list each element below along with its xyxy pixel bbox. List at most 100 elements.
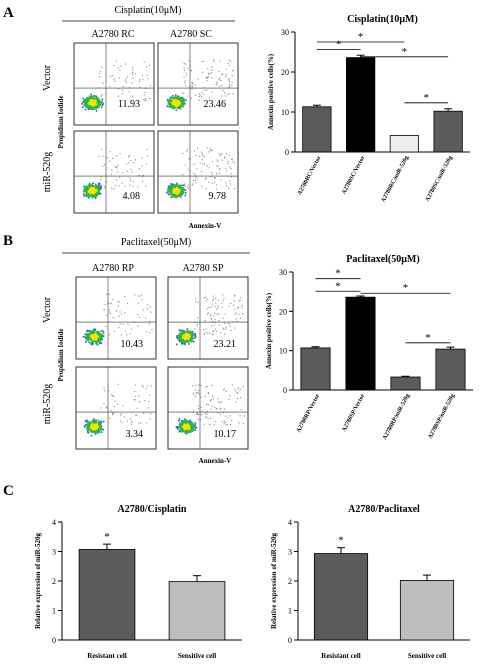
x-tick-label: Resistant cell [321, 652, 361, 660]
significance-star: * [424, 92, 430, 104]
bar [302, 106, 332, 153]
x-tick-label: Sensitive cell [178, 652, 216, 660]
y-tick-label: 2 [288, 577, 292, 586]
bar-chart-cisplatin-expression: A2780/Cisplatin 0 1 2 3 4 Relative expression … [34, 504, 242, 660]
x-tick-label: A2780SC/miR-520g [425, 155, 454, 203]
condition-label-a: Cisplatin(10μM) [114, 5, 181, 16]
significance-star: * [403, 282, 409, 294]
panel-label-c: C [3, 483, 14, 499]
facs-plot-a-sc-mir [157, 130, 239, 214]
facs-plot-b-sp-mir [167, 366, 249, 450]
facs-events [165, 147, 236, 199]
panel-label-a: A [3, 5, 14, 21]
x-tick-label: A2780SC/Vector [341, 155, 366, 196]
significance-star: * [402, 46, 408, 58]
bar [390, 376, 421, 391]
col-label-a-2: A2780 SC [170, 29, 212, 40]
chart-title: A2780/Paclitaxel [348, 504, 420, 515]
facs-plot-a-sc-vector [157, 42, 239, 126]
facs-events [83, 383, 152, 437]
facs-events [81, 60, 151, 112]
row-label-b-mir: miR-520g [42, 384, 53, 425]
quadrant-value: 10.17 [214, 429, 237, 440]
y-tick-label: 10 [281, 108, 289, 117]
y-tick-label: 0 [283, 386, 287, 395]
x-tick-label: A2780SP/Vector [341, 393, 366, 433]
y-tick-label: 20 [281, 68, 289, 77]
facs-frame [75, 366, 157, 450]
facs-frame [167, 276, 249, 360]
y-tick-label: 3 [288, 548, 292, 557]
facs-events [166, 59, 234, 112]
x-tick-label: Sensitive cell [408, 652, 446, 660]
significance-star: * [425, 332, 431, 344]
chart-title: A2780/Cisplatin [118, 504, 187, 515]
quadrant-value: 10.43 [121, 339, 144, 350]
y-axis-label-a: Propidium Iodide [57, 96, 65, 149]
facs-events [82, 293, 153, 346]
panel-b: B Paclitaxel(50μM) A2780 RP A2780 SP Vec… [3, 233, 250, 465]
y-tick-label: 20 [279, 307, 287, 316]
y-tick-label: 4 [52, 518, 56, 527]
col-label-a-1: A2780 RC [91, 29, 134, 40]
y-axis-label-b: Propidium Iodide [57, 329, 65, 382]
facs-events [175, 384, 245, 435]
bar [399, 580, 455, 641]
facs-frame [73, 130, 155, 214]
significance-star: * [335, 268, 341, 280]
bar [346, 57, 376, 153]
bar [78, 549, 136, 641]
bar-chart-paclitaxel-expression: A2780/Paclitaxel 0 1 2 3 4 Relative expression… [270, 504, 470, 660]
facs-frame [157, 130, 239, 214]
panel-label-b: B [3, 233, 13, 249]
bar [435, 348, 466, 391]
y-axis-label: Annexin positive cells(%) [267, 53, 275, 130]
quadrant-value: 23.46 [204, 99, 227, 110]
significance-star: * [358, 31, 364, 43]
chart-title: Cisplatin(10μM) [347, 14, 418, 25]
panel-a: A Cisplatin(10μM) A2780 RC A2780 SC Vect… [3, 5, 239, 230]
y-tick-label: 2 [52, 577, 56, 586]
facs-plot-b-rp-mir [75, 366, 157, 450]
x-axis-label-a: Annexin-V [189, 222, 222, 230]
quadrant-value: 9.78 [209, 191, 227, 202]
y-tick-label: 0 [288, 636, 292, 645]
condition-label-b: Paclitaxel(50μM) [121, 237, 191, 248]
y-tick-label: 1 [288, 607, 292, 616]
y-tick-label: 0 [285, 148, 289, 157]
quadrant-value: 3.34 [126, 429, 144, 440]
bar [313, 553, 369, 641]
y-tick-label: 30 [281, 28, 289, 37]
significance-star: * [338, 535, 344, 547]
chart-title: Paclitaxel(50μM) [346, 254, 419, 265]
facs-frame [75, 276, 157, 360]
y-axis-label: Relative expression of miR-520g [270, 532, 278, 629]
bar [433, 110, 463, 153]
y-tick-label: 0 [52, 636, 56, 645]
facs-events [82, 148, 149, 199]
col-label-b-1: A2780 RP [92, 263, 134, 274]
x-tick-label: A2780RC/Vector [297, 155, 323, 196]
y-tick-label: 1 [52, 607, 56, 616]
facs-plot-b-sp-vector [167, 276, 249, 360]
bar [300, 347, 331, 391]
significance-star: * [335, 280, 341, 292]
facs-plot-a-rc-vector [73, 42, 155, 126]
y-tick-label: 30 [279, 268, 287, 277]
facs-frame [73, 42, 155, 126]
facs-events [176, 294, 244, 346]
row-label-a-mir: miR-520g [42, 152, 53, 193]
facs-frame [167, 366, 249, 450]
y-tick-label: 3 [52, 548, 56, 557]
x-tick-label: Resistant cell [87, 652, 127, 660]
col-label-b-2: A2780 SP [183, 263, 224, 274]
facs-frame [157, 42, 239, 126]
bar [389, 135, 419, 153]
y-axis-label: Relative expression of miR-520g [34, 532, 42, 629]
y-tick-label: 10 [279, 347, 287, 356]
quadrant-value: 23.21 [214, 339, 237, 350]
bar [345, 296, 376, 391]
bar [168, 581, 226, 641]
x-axis-label-b: Annexin-V [199, 457, 232, 465]
